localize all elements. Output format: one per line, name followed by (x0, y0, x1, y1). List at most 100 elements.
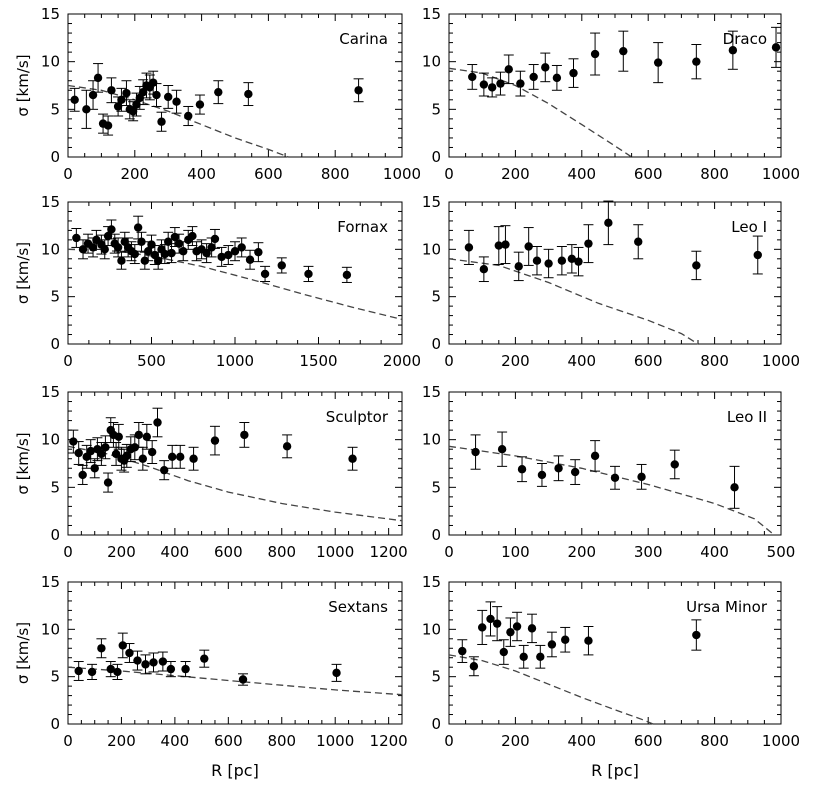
data-point (479, 265, 489, 274)
data-point (179, 247, 188, 256)
data-point (130, 249, 139, 259)
data-point (210, 234, 220, 244)
data-point (174, 239, 184, 248)
y-tick-label: 10 (422, 431, 441, 449)
panel-title: Sculptor (326, 408, 389, 426)
y-tick-label: 5 (50, 478, 60, 496)
data-point (107, 225, 116, 234)
data-point (237, 243, 246, 252)
data-point (138, 87, 148, 97)
x-tick-label: 600 (634, 165, 663, 183)
x-tick-label: 0 (63, 165, 73, 183)
data-point (176, 452, 185, 462)
data-point (113, 243, 123, 252)
y-tick-label: 5 (431, 478, 441, 496)
panel-title: Leo II (727, 408, 767, 426)
data-point (561, 635, 570, 644)
data-point (137, 237, 146, 246)
data-point (103, 121, 113, 130)
data-point (141, 660, 150, 669)
data-point (554, 464, 563, 473)
y-axis-label: σ [km/s] (14, 622, 32, 684)
x-tick-label: 1200 (370, 732, 408, 750)
x-tick-label: 500 (767, 543, 796, 561)
panel-title: Draco (723, 30, 767, 48)
data-point (471, 447, 480, 457)
x-tick-label: 1000 (762, 165, 800, 183)
x-tick-label: 0 (63, 352, 73, 370)
data-point (487, 83, 497, 92)
panel-title: Ursa Minor (686, 598, 768, 616)
data-point (202, 248, 211, 258)
data-point (730, 483, 739, 492)
panel-ursa-minor: 0 200 400 600 800 1000 0 5 10 15 Ursa Minor R [pc] (422, 573, 800, 780)
data-point (348, 454, 357, 463)
x-tick-label: 1000 (316, 543, 354, 561)
y-axis-label: σ [km/s] (14, 242, 32, 304)
data-point (166, 664, 176, 674)
data-point (557, 256, 567, 265)
data-point (125, 648, 134, 658)
y-tick-label: 10 (41, 240, 60, 258)
data-point (590, 49, 600, 59)
data-point (189, 454, 198, 463)
x-tick-label: 800 (700, 352, 729, 370)
x-tick-label: 400 (161, 732, 190, 750)
x-tick-label: 0 (63, 732, 73, 750)
y-tick-label: 5 (50, 288, 60, 306)
x-tick-label: 200 (120, 165, 149, 183)
data-point (492, 619, 502, 628)
data-point (143, 247, 153, 256)
data-point (74, 448, 83, 458)
data-point (217, 252, 226, 262)
data-point (86, 446, 95, 456)
data-point (172, 97, 181, 106)
x-tick-label: 200 (567, 543, 596, 561)
data-point (69, 437, 78, 446)
data-point (214, 87, 223, 97)
x-tick-label: 600 (214, 732, 243, 750)
data-point (478, 623, 487, 632)
data-point (569, 68, 578, 78)
model-curve (448, 67, 632, 158)
data-point (537, 470, 547, 480)
data-point (506, 627, 515, 637)
data-point (117, 95, 126, 105)
data-point (101, 443, 110, 452)
x-tick-label: 800 (700, 732, 729, 750)
data-point (78, 470, 87, 480)
data-point (332, 668, 341, 678)
data-point (619, 46, 628, 56)
data-point (167, 248, 176, 258)
panel-draco: 0 200 400 600 800 1000 0 5 10 15 Draco (422, 5, 800, 183)
data-point (147, 240, 156, 249)
data-point (106, 664, 115, 674)
data-point (670, 460, 679, 469)
y-tick-label: 5 (50, 100, 60, 118)
data-point (468, 72, 477, 82)
x-tick-label: 0 (444, 165, 454, 183)
data-point (238, 675, 248, 684)
x-tick-label: 0 (63, 543, 73, 561)
panel-title: Leo I (731, 218, 767, 236)
x-tick-label: 1000 (316, 732, 354, 750)
data-point (87, 667, 97, 677)
model-curve (448, 445, 775, 536)
data-point (153, 418, 162, 427)
x-tick-label: 600 (214, 543, 243, 561)
y-tick-label: 0 (50, 715, 60, 733)
y-tick-label: 0 (431, 526, 441, 544)
y-tick-label: 10 (41, 431, 60, 449)
y-tick-label: 0 (50, 526, 60, 544)
data-point (157, 117, 166, 126)
data-point (282, 442, 292, 451)
data-point (114, 432, 123, 442)
data-point (158, 657, 168, 666)
data-point (527, 624, 537, 633)
y-tick-label: 15 (41, 5, 60, 23)
y-tick-label: 5 (50, 668, 60, 686)
data-point (692, 57, 701, 66)
y-axis-label: σ [km/s] (14, 54, 32, 116)
x-tick-label: 200 (107, 543, 136, 561)
panel-leo-i: 0 200 400 600 800 1000 0 5 10 15 Leo I (422, 193, 800, 370)
